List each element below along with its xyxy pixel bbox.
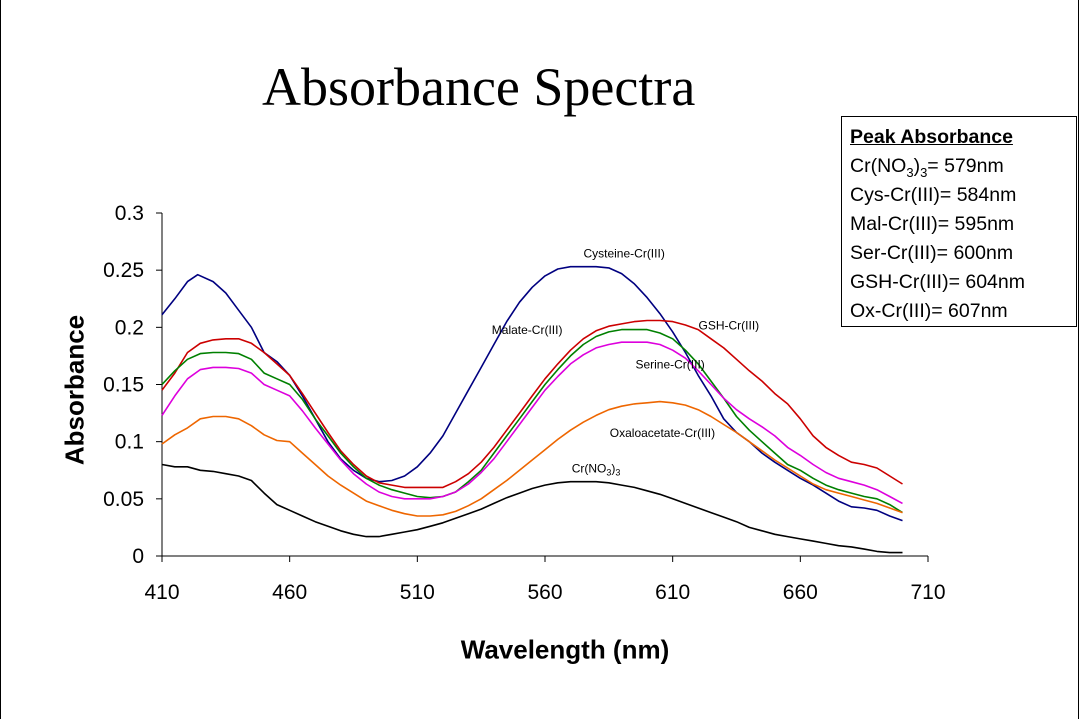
series-line [161,400,903,517]
series-line [161,319,903,489]
series-annotation: GSH-Cr(III) [699,319,760,333]
peak-row: Ser-Cr(III)= 600nm [850,239,1076,268]
series-line [161,341,903,505]
peak-row-prefix: Cr(NO [850,155,907,177]
x-tick-label: 660 [783,581,818,604]
peak-row: Cr(NO3)3= 579nm [850,152,1076,181]
peak-row-mid: ) [913,155,921,177]
x-tick-label: 560 [527,581,562,604]
y-tick-label: 0.2 [115,316,144,339]
peak-row-prefix: GSH-Cr(III)= 604nm [850,271,1025,293]
x-axis-label: Wavelength (nm) [460,634,670,665]
series-annotation: Cysteine-Cr(III) [583,247,664,261]
peak-absorbance-box: Peak Absorbance Cr(NO3)3= 579nm Cys-Cr(II… [841,116,1077,327]
series-annotation: Serine-Cr(III) [635,357,704,371]
y-tick-label: 0.1 [115,431,144,454]
peak-row-sub2: 3 [920,164,928,180]
y-tick-label: 0.3 [115,202,144,225]
series-annotation: Malate-Cr(III) [492,323,563,337]
series-line [161,328,903,514]
series-annotation: Oxaloacetate-Cr(III) [610,426,715,440]
peak-box-heading: Peak Absorbance [850,126,1013,148]
y-tick-label: 0.05 [103,488,144,511]
peak-row-suffix: = 579nm [927,155,1004,177]
peak-row-prefix: Mal-Cr(III)= 595nm [850,213,1015,235]
x-tick-label: 460 [272,581,307,604]
series-line [161,463,903,554]
y-tick-label: 0.15 [103,374,144,397]
x-tick-label: 610 [655,581,690,604]
peak-row-prefix: Ox-Cr(III)= 607nm [850,300,1008,322]
series-line [161,265,903,522]
x-tick-label: 510 [400,581,435,604]
peak-box-rows: Cr(NO3)3= 579nm Cys-Cr(III)= 584nm Mal-Cr(… [850,152,1076,326]
peak-row: Ox-Cr(III)= 607nm [850,297,1076,326]
peak-row-prefix: Cys-Cr(III)= 584nm [850,184,1017,206]
x-tick-label: 710 [910,581,945,604]
y-tick-label: 0 [132,545,144,568]
peak-row-prefix: Ser-Cr(III)= 600nm [850,242,1014,264]
peak-row: GSH-Cr(III)= 604nm [850,268,1076,297]
x-tick-label: 410 [144,581,179,604]
peak-row: Cys-Cr(III)= 584nm [850,181,1076,210]
peak-row: Mal-Cr(III)= 595nm [850,210,1076,239]
y-tick-label: 0.25 [103,259,144,282]
chart-title: Absorbance Spectra [262,57,696,117]
series-annotation: Cr(NO3)3 [572,462,621,478]
peak-row-sub: 3 [906,164,914,180]
